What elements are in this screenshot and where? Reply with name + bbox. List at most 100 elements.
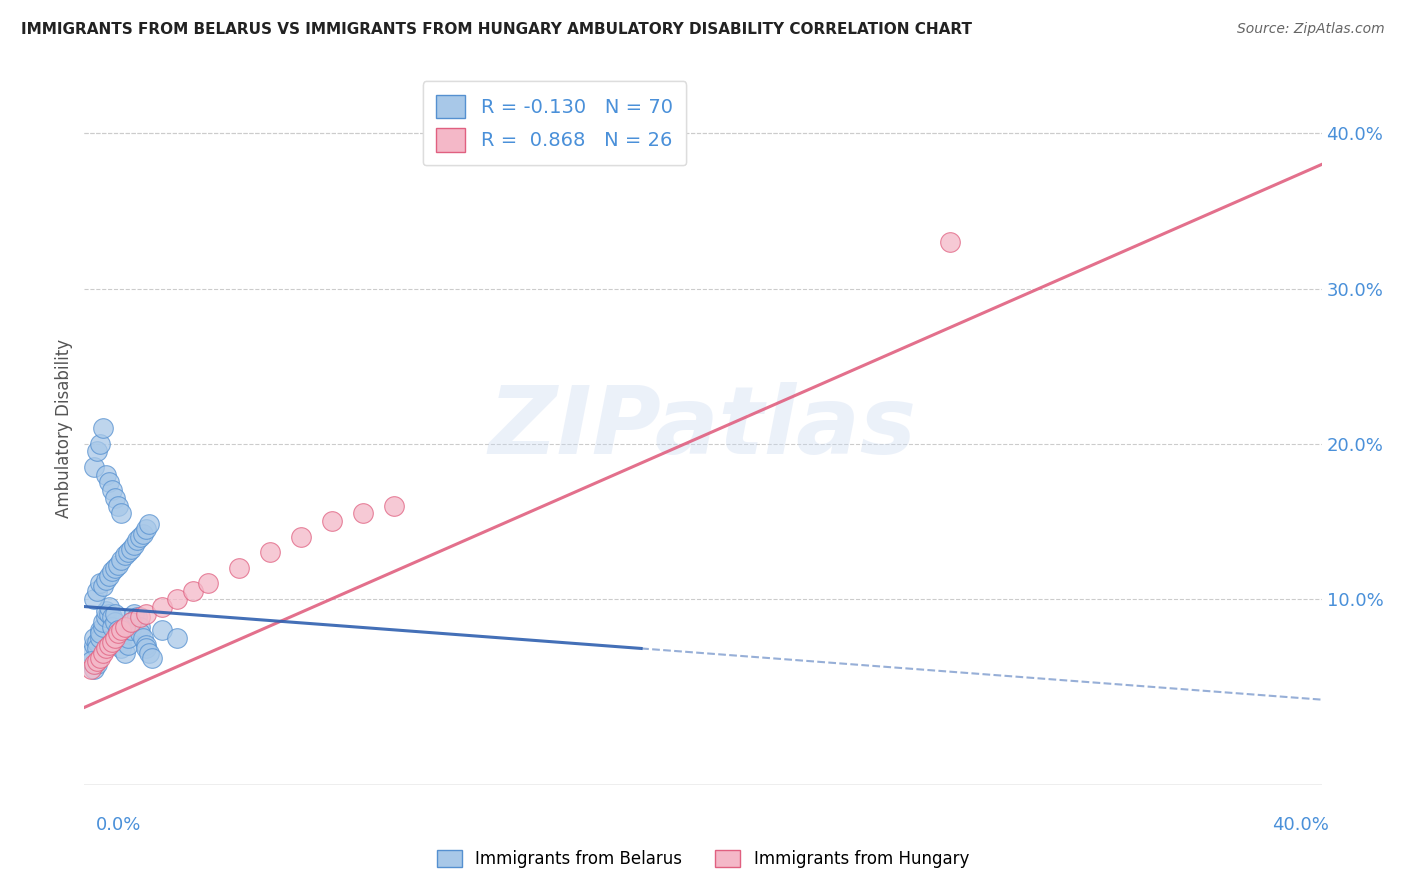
Point (94, 641, 117, 656)
Point (91, 620, 114, 634)
Point (107, 499, 129, 513)
Point (150, 599, 173, 614)
Point (125, 533, 148, 547)
Point (107, 558, 129, 572)
Point (321, 514, 343, 528)
Point (939, 235, 962, 249)
Point (197, 576, 219, 591)
Point (129, 610, 152, 624)
Text: Source: ZipAtlas.com: Source: ZipAtlas.com (1237, 22, 1385, 37)
Point (125, 610, 148, 624)
Point (79, 646, 101, 660)
Point (86, 657, 108, 671)
Point (120, 615, 142, 629)
Legend: R = -0.130   N = 70, R =  0.868   N = 26: R = -0.130 N = 70, R = 0.868 N = 26 (423, 81, 686, 166)
Point (91, 579, 114, 593)
Point (135, 522, 157, 536)
Point (98, 638, 121, 652)
Point (120, 623, 142, 637)
Point (110, 553, 132, 567)
Point (104, 615, 127, 629)
Point (122, 537, 145, 551)
Point (83, 638, 105, 652)
Point (228, 561, 250, 575)
Text: 0.0%: 0.0% (96, 816, 141, 834)
Text: IMMIGRANTS FROM BELARUS VS IMMIGRANTS FROM HUNGARY AMBULATORY DISABILITY CORRELA: IMMIGRANTS FROM BELARUS VS IMMIGRANTS FR… (21, 22, 972, 37)
Point (89, 631, 111, 645)
Point (120, 542, 142, 557)
Point (352, 507, 374, 521)
Point (104, 561, 127, 575)
Point (91, 421, 114, 435)
Point (382, 499, 405, 513)
Point (94, 604, 117, 618)
Point (89, 626, 111, 640)
Point (94, 573, 117, 587)
Point (89, 576, 111, 591)
Point (114, 620, 136, 634)
Point (132, 526, 155, 541)
Point (110, 623, 132, 637)
Point (89, 436, 111, 450)
Point (104, 607, 127, 622)
Point (110, 507, 132, 521)
Point (101, 610, 124, 624)
Point (98, 475, 121, 490)
Point (104, 491, 127, 505)
Point (83, 662, 105, 676)
Point (91, 615, 114, 629)
Point (104, 631, 127, 645)
Point (150, 623, 173, 637)
Point (79, 654, 101, 668)
Text: 40.0%: 40.0% (1272, 816, 1329, 834)
Point (290, 530, 312, 544)
Point (79, 662, 101, 676)
Point (129, 626, 152, 640)
Point (94, 467, 117, 482)
Point (120, 615, 142, 629)
Point (135, 641, 157, 656)
Point (138, 646, 160, 660)
Point (132, 631, 155, 645)
Point (86, 641, 108, 656)
Y-axis label: Ambulatory Disability: Ambulatory Disability (55, 339, 73, 517)
Point (89, 623, 111, 637)
Point (101, 483, 124, 498)
Point (83, 459, 105, 474)
Point (86, 635, 108, 649)
Point (107, 626, 129, 640)
Point (141, 650, 163, 665)
Point (166, 591, 188, 606)
Point (129, 530, 152, 544)
Point (129, 620, 152, 634)
Point (86, 444, 108, 458)
Point (114, 646, 136, 660)
Point (86, 584, 108, 599)
Point (122, 607, 145, 622)
Point (98, 599, 121, 614)
Point (94, 610, 117, 624)
Point (98, 607, 121, 622)
Point (86, 654, 108, 668)
Point (83, 631, 105, 645)
Point (91, 646, 114, 660)
Point (101, 620, 124, 634)
Point (166, 631, 188, 645)
Point (138, 517, 160, 532)
Point (107, 631, 129, 645)
Point (83, 657, 105, 671)
Point (117, 545, 139, 559)
Point (83, 591, 105, 606)
Legend: Immigrants from Belarus, Immigrants from Hungary: Immigrants from Belarus, Immigrants from… (430, 843, 976, 875)
Point (107, 623, 129, 637)
Point (89, 650, 111, 665)
Point (114, 549, 136, 563)
Text: ZIPatlas: ZIPatlas (489, 382, 917, 475)
Point (110, 635, 132, 649)
Point (259, 545, 281, 559)
Point (110, 641, 132, 656)
Point (101, 564, 124, 578)
Point (135, 607, 157, 622)
Point (117, 631, 139, 645)
Point (98, 568, 121, 582)
